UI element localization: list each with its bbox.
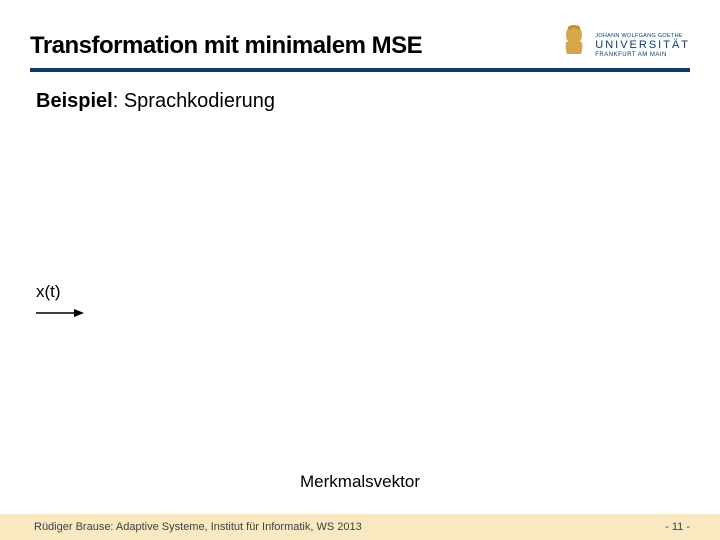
slide-title: Transformation mit minimalem MSE	[30, 32, 422, 60]
vector-label: Merkmalsvektor	[0, 472, 720, 492]
logo-university: UNIVERSITÄT	[595, 40, 690, 51]
university-logo: JOHANN WOLFGANG GOETHE UNIVERSITÄT FRANK…	[559, 22, 690, 60]
slide-footer: Rüdiger Brause: Adaptive Systeme, Instit…	[0, 514, 720, 540]
signal-label: x(t)	[36, 282, 61, 302]
subtitle-rest: : Sprachkodierung	[113, 90, 275, 112]
footer-page-number: - 11 -	[665, 521, 690, 533]
subtitle-bold: Beispiel	[36, 90, 113, 112]
logo-city: FRANKFURT AM MAIN	[595, 52, 690, 58]
footer-author: Rüdiger Brause: Adaptive Systeme, Instit…	[34, 521, 362, 533]
arrow-icon	[36, 306, 84, 324]
subtitle: Beispiel: Sprachkodierung	[36, 90, 684, 113]
logo-text-block: JOHANN WOLFGANG GOETHE UNIVERSITÄT FRANK…	[595, 34, 690, 59]
slide-header: Transformation mit minimalem MSE JOHANN …	[0, 0, 720, 68]
content-area: Beispiel: Sprachkodierung	[0, 72, 720, 113]
goethe-head-icon	[559, 22, 589, 58]
